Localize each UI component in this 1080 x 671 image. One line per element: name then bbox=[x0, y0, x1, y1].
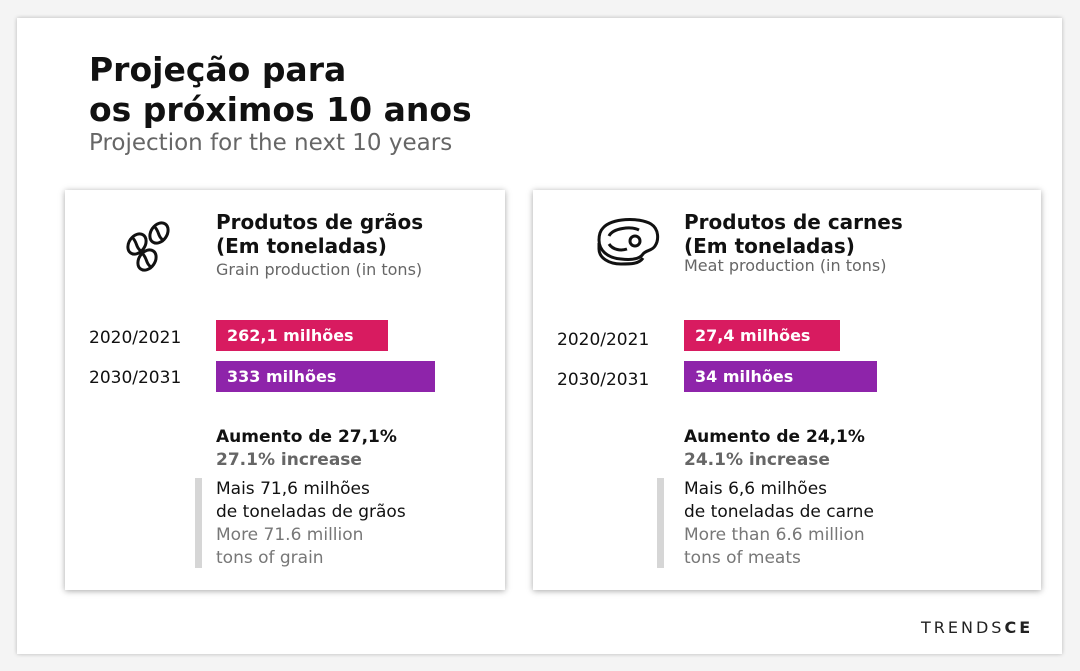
page-subtitle: Projection for the next 10 years bbox=[89, 130, 453, 156]
grain-note-pt-2: de toneladas de grãos bbox=[216, 502, 406, 522]
meat-bar-2020: 27,4 milhões bbox=[684, 320, 840, 351]
meat-increase: Aumento de 24,1% 24.1% increase bbox=[684, 426, 865, 472]
grain-year-label-1: 2020/2021 bbox=[89, 328, 182, 348]
meat-note-pt-2: de toneladas de carne bbox=[684, 502, 874, 522]
grain-card-title-line-1: Produtos de grãos bbox=[216, 210, 424, 234]
logo-part-2: CE bbox=[1004, 618, 1034, 637]
meat-note-divider bbox=[657, 478, 664, 568]
page-title-line-1: Projeção para bbox=[89, 50, 347, 89]
meat-bar-2030: 34 milhões bbox=[684, 361, 877, 392]
grain-increase: Aumento de 27,1% 27.1% increase bbox=[216, 426, 397, 472]
logo-part-1: TRENDS bbox=[921, 618, 1005, 637]
meat-card-title-line-2: (Em toneladas) bbox=[684, 234, 855, 258]
grain-card-title: Produtos de grãos (Em toneladas) bbox=[216, 210, 423, 258]
meat-note-en-1: More than 6.6 million bbox=[684, 525, 865, 545]
grain-note: Mais 71,6 milhões de toneladas de grãos … bbox=[216, 478, 406, 570]
grain-card-title-line-2: (Em toneladas) bbox=[216, 234, 387, 258]
meat-card-title-line-1: Produtos de carnes bbox=[684, 210, 903, 234]
grain-note-pt-1: Mais 71,6 milhões bbox=[216, 479, 370, 499]
grain-bar-2030: 333 milhões bbox=[216, 361, 435, 392]
meat-year-label-1: 2020/2021 bbox=[557, 330, 650, 350]
meat-card: Produtos de carnes (Em toneladas) Meat p… bbox=[533, 190, 1041, 590]
page-title-line-2: os próximos 10 anos bbox=[89, 90, 472, 129]
grain-card-subtitle: Grain production (in tons) bbox=[216, 260, 423, 279]
grain-bar-2020: 262,1 milhões bbox=[216, 320, 389, 351]
grain-note-en-2: tons of grain bbox=[216, 548, 324, 568]
meat-steak-icon bbox=[597, 218, 660, 266]
meat-note-en-2: tons of meats bbox=[684, 548, 801, 568]
meat-note: Mais 6,6 milhões de toneladas de carne M… bbox=[684, 478, 874, 570]
meat-card-title: Produtos de carnes (Em toneladas) bbox=[684, 210, 903, 258]
trendsce-logo: TRENDSCE bbox=[921, 618, 1033, 637]
meat-increase-en: 24.1% increase bbox=[684, 450, 830, 470]
grain-year-label-2: 2030/2031 bbox=[89, 368, 182, 388]
page-title: Projeção para os próximos 10 anos bbox=[89, 50, 472, 130]
meat-year-label-2: 2030/2031 bbox=[557, 370, 650, 390]
grain-increase-en: 27.1% increase bbox=[216, 450, 362, 470]
grain-card: Produtos de grãos (Em toneladas) Grain p… bbox=[65, 190, 505, 590]
grain-note-divider bbox=[195, 478, 202, 568]
infographic-page: Projeção para os próximos 10 anos Projec… bbox=[17, 18, 1062, 654]
grain-note-en-1: More 71.6 million bbox=[216, 525, 364, 545]
grain-increase-pt: Aumento de 27,1% bbox=[216, 427, 397, 447]
coffee-beans-icon bbox=[126, 221, 170, 272]
meat-card-subtitle: Meat production (in tons) bbox=[684, 256, 887, 275]
meat-note-pt-1: Mais 6,6 milhões bbox=[684, 479, 828, 499]
meat-increase-pt: Aumento de 24,1% bbox=[684, 427, 865, 447]
